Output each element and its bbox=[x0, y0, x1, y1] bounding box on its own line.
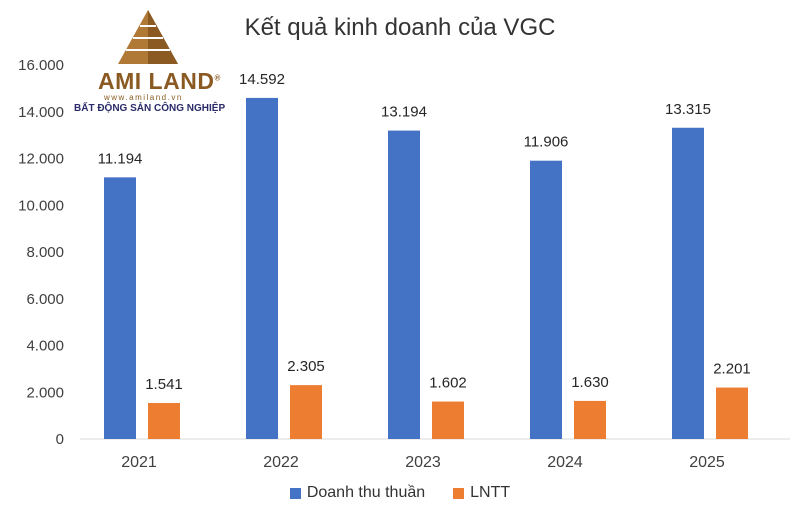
pyramid-logo-icon bbox=[118, 10, 178, 64]
bar-revenue bbox=[388, 130, 420, 439]
legend-item-profit: LNTT bbox=[453, 484, 510, 502]
data-label-revenue: 13.194 bbox=[381, 104, 427, 121]
data-label-profit: 2.201 bbox=[713, 361, 751, 378]
legend-swatch-profit bbox=[453, 487, 465, 499]
logo-tagline: BẤT ĐỘNG SẢN CÔNG NGHIỆP bbox=[74, 103, 226, 114]
y-tick-label: 12.000 bbox=[18, 151, 64, 168]
logo-brand: AMI LAND® bbox=[98, 68, 221, 94]
data-label-profit: 1.602 bbox=[429, 375, 467, 392]
y-tick-label: 2.000 bbox=[26, 384, 64, 401]
y-tick-label: 16.000 bbox=[18, 57, 64, 74]
x-tick-label: 2023 bbox=[405, 454, 441, 471]
data-label-profit: 1.630 bbox=[571, 374, 609, 391]
data-label-revenue: 14.592 bbox=[239, 71, 285, 88]
y-tick-label: 14.000 bbox=[18, 104, 64, 121]
bar-profit bbox=[290, 385, 322, 439]
data-label-revenue: 11.194 bbox=[98, 150, 143, 167]
y-tick-label: 6.000 bbox=[26, 291, 64, 308]
bar-revenue bbox=[530, 160, 562, 439]
legend: Doanh thu thuần LNTT bbox=[0, 484, 800, 502]
data-label-profit: 2.305 bbox=[287, 358, 325, 375]
legend-label-revenue: Doanh thu thuần bbox=[306, 484, 426, 501]
data-label-revenue: 11.906 bbox=[524, 134, 569, 151]
x-tick-label: 2025 bbox=[689, 454, 725, 471]
x-tick-label: 2022 bbox=[263, 454, 299, 471]
bar-profit bbox=[148, 402, 180, 439]
legend-swatch-revenue bbox=[289, 487, 301, 499]
y-tick-label: 10.000 bbox=[18, 197, 64, 214]
data-label-revenue: 13.315 bbox=[665, 101, 711, 118]
legend-item-revenue: Doanh thu thuần bbox=[289, 484, 426, 502]
bar-revenue bbox=[104, 177, 136, 439]
y-tick-label: 8.000 bbox=[26, 244, 64, 261]
bar-revenue bbox=[672, 127, 704, 439]
logo: AMI LAND® www.amiland.vn BẤT ĐỘNG SẢN CÔ… bbox=[68, 8, 228, 114]
data-label-profit: 1.541 bbox=[145, 376, 183, 393]
bar-profit bbox=[432, 401, 464, 439]
bar-profit bbox=[716, 387, 748, 439]
x-tick-label: 2024 bbox=[547, 454, 583, 471]
legend-label-profit: LNTT bbox=[470, 484, 511, 501]
y-tick-label: 4.000 bbox=[26, 338, 64, 355]
bar-profit bbox=[574, 400, 606, 439]
bar-revenue bbox=[246, 97, 278, 440]
x-tick-label: 2021 bbox=[121, 454, 157, 471]
logo-site: www.amiland.vn bbox=[104, 93, 183, 102]
y-tick-label: 0 bbox=[56, 431, 64, 448]
chart-title: Kết quả kinh doanh của VGC bbox=[244, 14, 556, 41]
